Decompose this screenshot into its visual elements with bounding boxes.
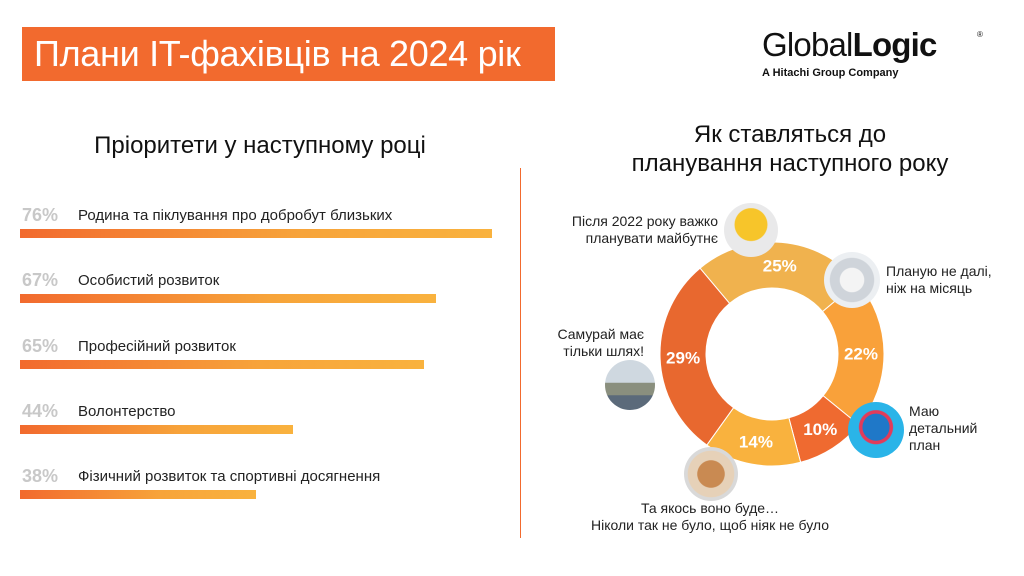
priority-bar-track [20, 490, 496, 499]
annotation-month: Планую не далі, ніж на місяць [886, 263, 1006, 297]
priority-value-label: 67% [22, 270, 59, 290]
priority-bar [20, 294, 437, 303]
priority-category-label: Фізичний розвиток та спортивні досягненн… [78, 468, 381, 485]
annotation-after-2022-line1: Після 2022 року важко [571, 213, 718, 229]
priority-category-label: Професійний розвиток [78, 338, 236, 355]
priority-row: 65% Професійний розвиток [20, 336, 502, 376]
laptop-photo [824, 252, 880, 308]
annotation-somehow: Та якось воно буде… Ніколи так не було, … [560, 500, 860, 534]
fisherman-photo [605, 360, 655, 410]
cat-photo [684, 447, 738, 501]
annotation-samurai-line1: Самурай має [557, 326, 644, 342]
section-divider [520, 168, 521, 538]
planning-heading: Як ставляться до планування наступного р… [590, 120, 990, 178]
donut-slice-label: 10% [803, 420, 837, 439]
priority-bar-track [20, 294, 496, 303]
annotation-somehow-line1: Та якось воно буде… [640, 500, 780, 516]
annotation-plan-line3: план [909, 437, 941, 453]
planning-heading-line2: планування наступного року [631, 150, 949, 177]
logo-wordmark: GlobalLogic [762, 26, 937, 63]
priority-value-label: 44% [22, 401, 59, 421]
priority-bar-track [20, 229, 496, 238]
priority-row: 76% Родина та піклування про добробут бли… [20, 205, 502, 245]
annotation-month-line2: ніж на місяць [886, 280, 973, 296]
priority-row: 38% Фізичний розвиток та спортивні досягн… [20, 466, 502, 506]
annotation-plan-line1: Маю [909, 403, 940, 419]
priority-bar [20, 490, 256, 499]
annotation-somehow-line2: Ніколи так не було, щоб ніяк не було [590, 517, 830, 533]
annotation-after-2022-line2: планувати майбутнє [585, 230, 718, 246]
donut-slice-label: 22% [844, 344, 878, 363]
annotation-samurai-line2: тільки шлях! [563, 343, 644, 359]
donut-slice [659, 267, 735, 446]
annotation-month-line1: Планую не далі, [886, 263, 992, 279]
priority-category-label: Родина та піклування про добробут близьк… [78, 207, 393, 224]
priority-bar [20, 229, 492, 238]
priority-value-label: 38% [22, 466, 59, 486]
priority-bar [20, 360, 424, 369]
priorities-heading: Пріоритети у наступному році [94, 132, 426, 159]
donut-slice-label: 14% [739, 433, 773, 452]
yellow-figure-photo [724, 203, 778, 257]
priority-category-label: Особистий розвиток [78, 272, 220, 289]
annotation-samurai: Самурай має тільки шлях! [540, 326, 644, 360]
annotation-after-2022: Після 2022 року важко планувати майбутнє [550, 213, 718, 247]
priority-row: 44% Волонтерство [20, 401, 502, 441]
priority-value-label: 76% [22, 205, 59, 225]
priority-bar [20, 425, 294, 434]
priority-row: 67% Особистий розвиток [20, 270, 502, 310]
logo-registered-mark: ® [977, 30, 983, 39]
planning-heading-line1: Як ставляться до [693, 121, 887, 148]
donut-slice-label: 25% [763, 256, 797, 275]
priority-bar-track [20, 360, 496, 369]
logo-subtitle: A Hitachi Group Company [762, 67, 899, 79]
priority-bar-track [20, 425, 496, 434]
page-title: Плани IT-фахівців на 2024 рік [22, 27, 555, 81]
donut-slice-label: 29% [666, 348, 700, 367]
annotation-plan-line2: детальний [909, 420, 978, 436]
priority-category-label: Волонтерство [78, 403, 176, 420]
annotation-plan: Маю детальний план [909, 403, 999, 454]
company-logo: GlobalLogic ® A Hitachi Group Company [762, 26, 992, 86]
priority-value-label: 65% [22, 336, 59, 356]
statue-photo [848, 402, 904, 458]
